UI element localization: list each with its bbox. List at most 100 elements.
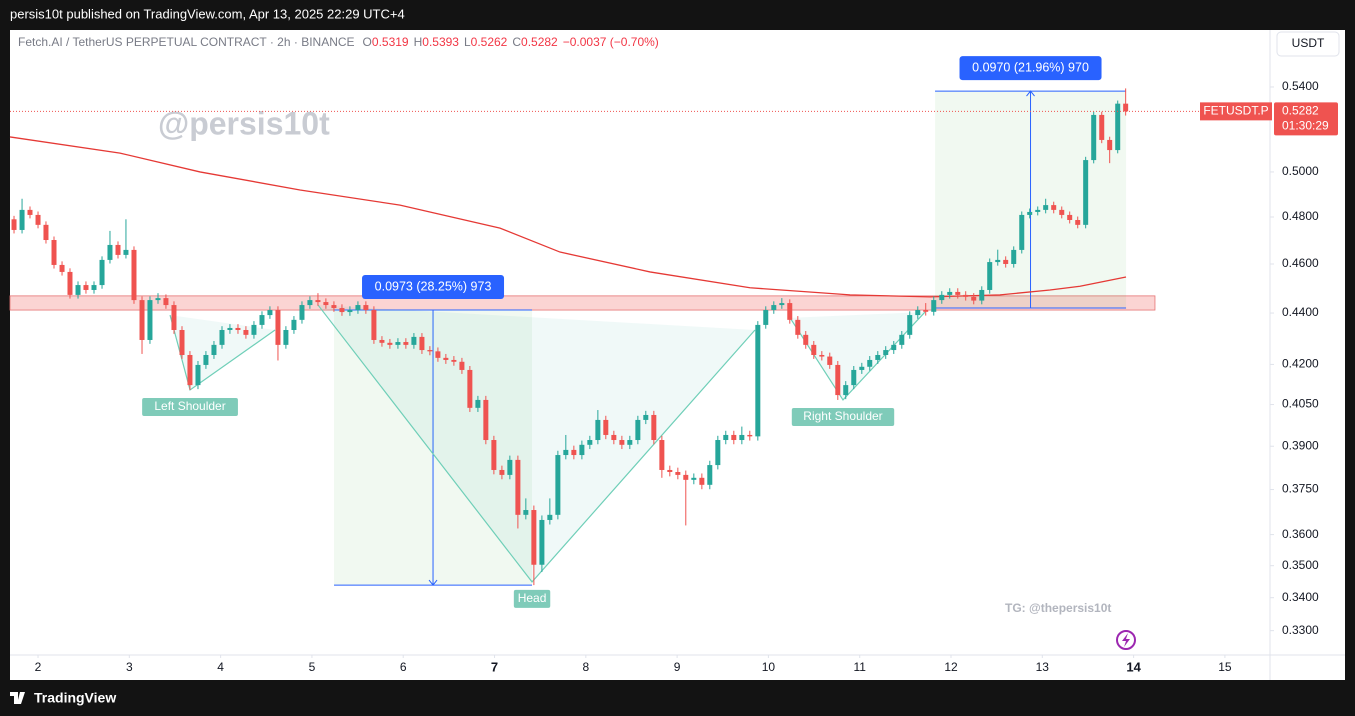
candle-body xyxy=(35,214,41,225)
candle-body xyxy=(1011,249,1017,264)
candle-body xyxy=(27,209,33,215)
candle-body xyxy=(739,434,745,441)
candle-body xyxy=(915,310,921,316)
x-tick-label: 6 xyxy=(400,660,407,674)
candle-body xyxy=(643,414,649,420)
candle-body xyxy=(1059,209,1065,215)
candle-body xyxy=(603,419,609,435)
candle-body xyxy=(691,477,697,480)
y-tick-label: 0.3300 xyxy=(1282,623,1319,637)
y-tick-label: 0.3500 xyxy=(1282,558,1319,572)
candle-body xyxy=(795,319,801,335)
candle-body xyxy=(835,364,841,396)
legend-title: Fetch.AI / TetherUS PERPETUAL CONTRACT ·… xyxy=(18,35,355,49)
candle-body xyxy=(19,209,25,230)
candle-body xyxy=(851,369,857,386)
candle-body xyxy=(595,419,601,441)
x-tick-label: 5 xyxy=(309,660,316,674)
candle-body xyxy=(811,344,817,355)
measure-arrow-head xyxy=(1026,90,1035,97)
candle-body xyxy=(883,350,889,355)
candle-body xyxy=(243,329,249,335)
candle-body xyxy=(907,315,913,335)
x-tick-label: 14 xyxy=(1126,659,1141,674)
tradingview-logo xyxy=(10,692,25,704)
candle-body xyxy=(523,510,529,515)
candle-body xyxy=(947,291,953,295)
candle-body xyxy=(1019,214,1025,250)
candle-body xyxy=(1027,211,1033,215)
candle-body xyxy=(555,455,561,515)
resistance-zone xyxy=(9,295,1156,311)
candle-body xyxy=(843,385,849,396)
x-tick-label: 7 xyxy=(491,659,498,674)
candle-body xyxy=(43,224,49,241)
candle-body xyxy=(323,302,329,306)
candle-body xyxy=(755,324,761,437)
candle-body xyxy=(1075,219,1081,225)
plot: @persis10t TG: @thepersis10t 0.0973 (28.25… xyxy=(9,30,1345,680)
candle-body xyxy=(1003,259,1009,264)
candle-body xyxy=(971,296,977,301)
candle-body xyxy=(1115,103,1121,151)
candle-body xyxy=(979,289,985,301)
ohlc-key: H xyxy=(414,35,423,49)
candle-body xyxy=(211,344,217,355)
candle-body xyxy=(451,359,457,362)
pattern-fill xyxy=(318,305,755,582)
candle-body xyxy=(1083,160,1089,225)
candle-body xyxy=(187,354,193,386)
currency-button[interactable] xyxy=(1276,31,1340,57)
measure-label: 0.0970 (21.96%) 970 xyxy=(972,60,1089,74)
y-tick-label: 0.3900 xyxy=(1282,438,1319,452)
x-tick-label: 11 xyxy=(853,660,866,674)
candle-body xyxy=(227,327,233,330)
candle-body xyxy=(491,440,497,470)
candle-body xyxy=(531,510,537,565)
candle-body xyxy=(483,399,489,441)
x-tick-label: 10 xyxy=(762,660,776,674)
candle-body xyxy=(315,300,321,303)
candle-body xyxy=(931,300,937,312)
candle-body xyxy=(331,305,337,309)
candle-body xyxy=(1051,205,1057,210)
y-tick-label: 0.5400 xyxy=(1282,79,1319,93)
y-tick-label: 0.3400 xyxy=(1282,590,1319,604)
candle-body xyxy=(171,305,177,330)
candle-body xyxy=(1123,103,1129,112)
candle-body xyxy=(579,444,585,456)
ohlc-key: C xyxy=(512,35,521,49)
countdown: 01:30:29 xyxy=(1282,119,1329,133)
candle-body xyxy=(571,449,577,456)
candle-body xyxy=(707,465,713,485)
candle-body xyxy=(291,319,297,330)
candle-body xyxy=(659,440,665,470)
ohlc-value: 0.5393 xyxy=(422,35,459,49)
candle-body xyxy=(107,244,113,260)
footer-brand: TradingView xyxy=(34,690,116,706)
candle-body xyxy=(499,469,505,475)
pattern-line xyxy=(317,304,756,583)
measure-label-box xyxy=(362,275,505,300)
candle-body xyxy=(395,342,401,345)
candle-body xyxy=(235,327,241,330)
candle-body xyxy=(779,303,785,306)
candle-body xyxy=(99,259,105,286)
candle-body xyxy=(347,310,353,313)
candle-body xyxy=(11,219,17,230)
candle-body xyxy=(899,334,905,345)
candle-body xyxy=(435,351,441,358)
candle-body xyxy=(539,519,545,565)
candle-body xyxy=(651,414,657,441)
currency-label: USDT xyxy=(1292,36,1325,50)
candle-body xyxy=(267,310,273,316)
pattern-label: Left Shoulder xyxy=(154,399,225,413)
candle-body xyxy=(459,361,465,370)
candle-body xyxy=(1043,205,1049,210)
candle-body xyxy=(355,305,361,311)
candle-body xyxy=(747,434,753,437)
candle-body xyxy=(195,364,201,386)
change-value: −0.0037 (−0.70%) xyxy=(563,35,659,49)
